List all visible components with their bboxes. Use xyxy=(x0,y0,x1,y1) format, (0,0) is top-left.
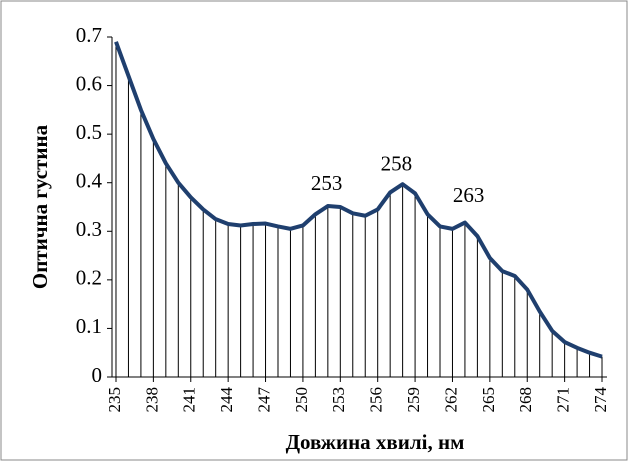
x-tick-label: 268 xyxy=(516,387,535,413)
y-axis-label: Оптична густина xyxy=(28,124,52,289)
x-axis-label: Довжина хвилі, нм xyxy=(286,430,465,454)
y-tick-label: 0 xyxy=(92,363,103,387)
x-tick-label: 259 xyxy=(404,387,423,413)
y-tick-label: 0.7 xyxy=(76,23,102,47)
x-tick-label: 244 xyxy=(217,387,236,413)
annotation: 253 xyxy=(311,171,343,195)
x-tick-label: 271 xyxy=(554,387,573,413)
x-tick-label: 250 xyxy=(292,387,311,413)
x-tick-label: 262 xyxy=(441,387,460,413)
x-tick-label: 253 xyxy=(329,387,348,413)
y-tick-label: 0.1 xyxy=(76,314,102,338)
x-tick-label: 256 xyxy=(367,387,386,413)
x-tick-label: 235 xyxy=(105,387,124,413)
x-tick-label: 241 xyxy=(180,387,199,413)
x-tick-label: 274 xyxy=(591,387,610,413)
annotation: 263 xyxy=(453,183,485,207)
annotation: 258 xyxy=(381,152,413,176)
y-tick-label: 0.3 xyxy=(76,217,102,241)
y-tick-label: 0.5 xyxy=(76,120,102,144)
x-tick-label: 265 xyxy=(479,387,498,413)
data-line xyxy=(114,41,603,359)
y-tick-label: 0.2 xyxy=(76,266,102,290)
y-tick-label: 0.6 xyxy=(76,71,102,95)
x-tick-label: 247 xyxy=(254,387,273,413)
y-tick-label: 0.4 xyxy=(76,169,103,193)
x-tick-label: 238 xyxy=(142,387,161,413)
